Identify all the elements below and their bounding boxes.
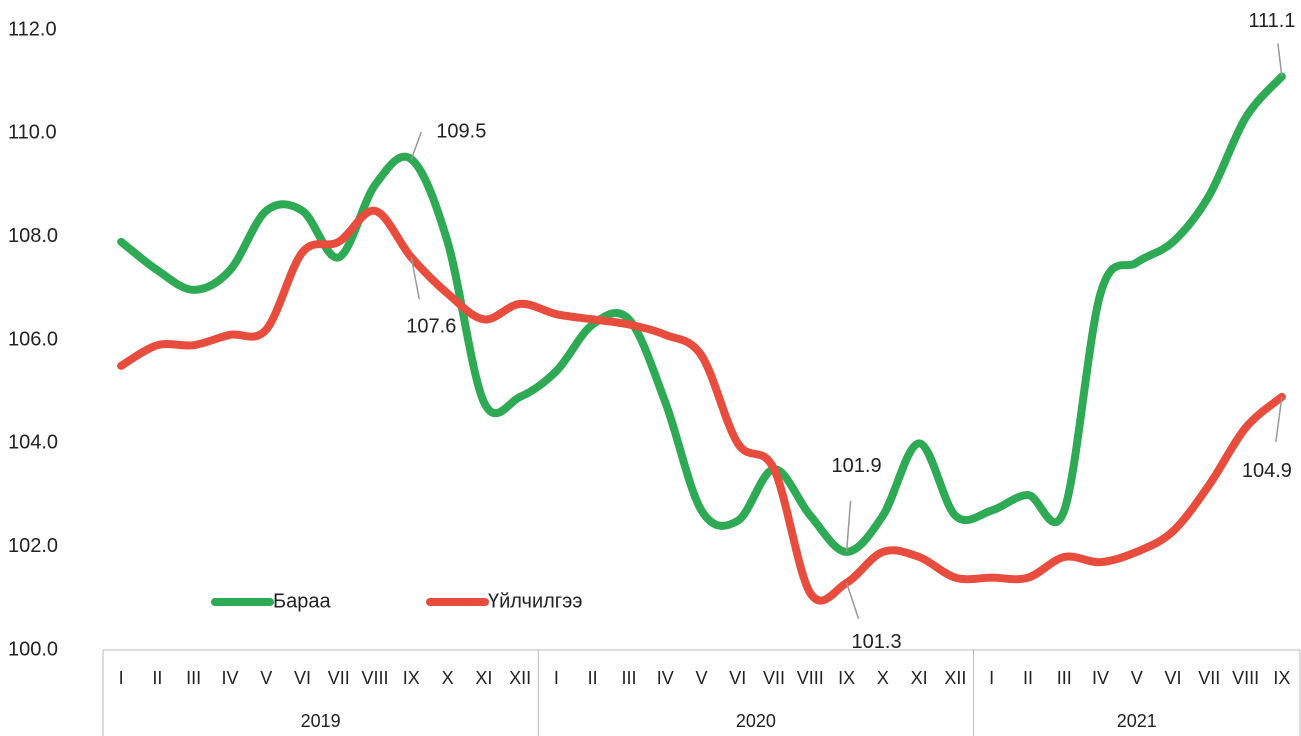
data-label: 104.9 (1242, 460, 1292, 482)
series-line (117, 206, 1286, 605)
x-tick-label: IX (403, 668, 420, 688)
x-tick-label: V (1131, 668, 1143, 688)
x-tick-label: IV (1092, 668, 1109, 688)
x-tick-label: II (1023, 668, 1033, 688)
x-tick-label: XII (944, 668, 966, 688)
y-tick-label: 106.0 (8, 328, 58, 350)
leader-line (410, 131, 423, 160)
x-tick-label: X (442, 668, 454, 688)
x-tick-label: XI (911, 668, 928, 688)
x-tick-label: VIII (362, 668, 389, 688)
group-label: 2020 (736, 711, 776, 731)
x-tick-label: III (621, 668, 636, 688)
group-label: 2021 (1117, 711, 1157, 731)
data-label: 111.1 (1248, 10, 1295, 32)
x-tick-label: V (260, 668, 272, 688)
x-tick-label: II (588, 668, 598, 688)
x-tick-label: VI (294, 668, 311, 688)
x-tick-label: VII (1198, 668, 1220, 688)
leader-line (1275, 396, 1283, 442)
x-tick-label: I (989, 668, 994, 688)
data-label: 109.5 (436, 120, 486, 142)
y-tick-label: 110.0 (8, 122, 57, 144)
x-tick-label: X (877, 668, 889, 688)
x-tick-label: VII (763, 668, 785, 688)
x-tick-label: VI (729, 668, 746, 688)
data-label: 107.6 (406, 316, 456, 338)
x-tick-label: VI (1165, 668, 1182, 688)
x-tick-label: I (119, 668, 124, 688)
x-tick-label: I (554, 668, 559, 688)
y-tick-label: 112.0 (8, 18, 57, 40)
leader-line (410, 257, 421, 300)
y-tick-label: 102.0 (8, 535, 58, 557)
x-tick-label: VIII (797, 668, 824, 688)
x-tick-label: II (152, 668, 162, 688)
x-tick-label: VIII (1232, 668, 1259, 688)
y-tick-label: 100.0 (8, 638, 58, 660)
legend-label: Бараа (273, 590, 331, 612)
series-line (117, 72, 1286, 556)
x-tick-label: IV (221, 668, 238, 688)
x-tick-label: XII (509, 668, 531, 688)
x-tick-label: V (695, 668, 707, 688)
x-tick-label: IV (657, 668, 674, 688)
x-tick-label: XI (475, 668, 492, 688)
x-tick-label: IX (838, 668, 855, 688)
x-tick-label: VII (328, 668, 350, 688)
x-tick-label: III (186, 668, 201, 688)
x-tick-label: III (1057, 668, 1072, 688)
x-tick-label: IX (1273, 668, 1290, 688)
y-tick-label: 104.0 (8, 432, 58, 454)
legend-label: Үйлчилгээ (488, 590, 583, 612)
leader-line (1277, 43, 1283, 77)
data-label: 101.9 (832, 455, 882, 477)
y-tick-label: 108.0 (8, 225, 58, 247)
data-label: 101.3 (852, 631, 902, 653)
leader-line (845, 500, 852, 552)
leader-line (845, 582, 860, 620)
group-label: 2019 (301, 711, 341, 731)
